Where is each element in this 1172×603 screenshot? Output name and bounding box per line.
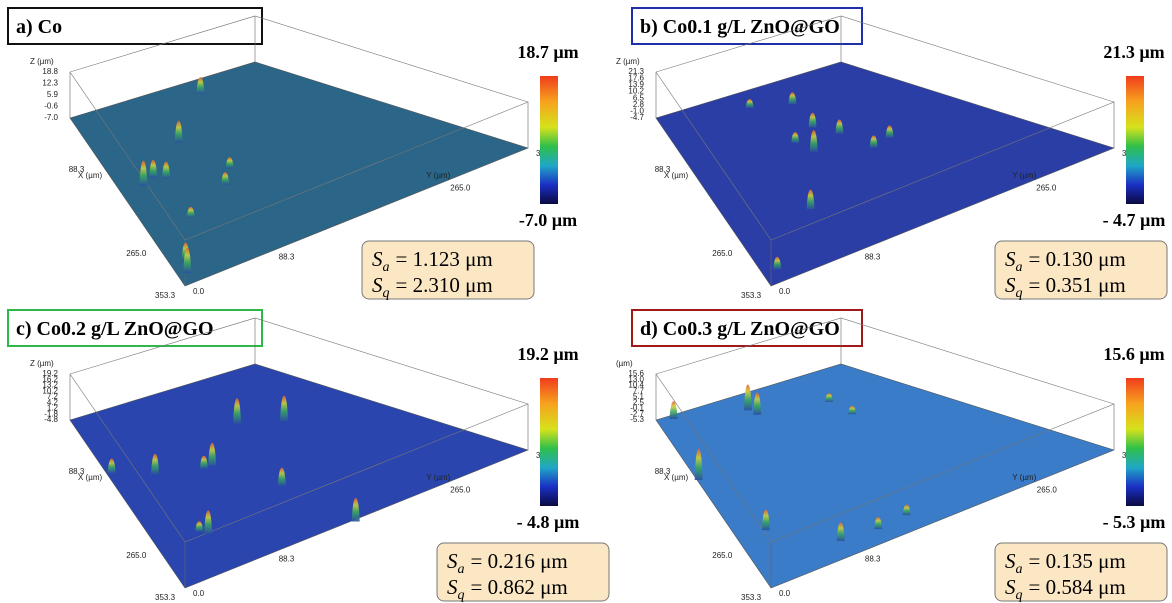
x-tick-label: 353.3 [741, 593, 762, 602]
z-tick-label: -0.6 [44, 102, 58, 111]
x-tick-label: 353.3 [155, 593, 176, 602]
y-tick-label: 88.3 [279, 555, 295, 564]
colorbar-min: -7.0 µm [519, 210, 577, 230]
colorbar [540, 378, 558, 506]
subscript: a [458, 562, 465, 577]
panel-label: b) Co0.1 g/L ZnO@GO [640, 16, 840, 38]
symbol: S [447, 575, 458, 599]
value: = 0.130 μm [1029, 247, 1126, 271]
value: = 1.123 μm [396, 247, 493, 271]
x-tick-label: 353.3 [155, 291, 176, 300]
symbol: S [1005, 575, 1016, 599]
y-axis-label: Y (µm) [426, 473, 450, 482]
z-tick-label: -4.8 [44, 415, 58, 424]
colorbar-max: 15.6 µm [1103, 344, 1164, 364]
colorbar [1126, 76, 1144, 204]
z-tick-label: 12.3 [42, 79, 58, 88]
value: = 0.862 μm [471, 575, 568, 599]
subscript: q [1016, 588, 1023, 603]
x-tick-label: 353.3 [741, 291, 762, 300]
y-tick-label: 0.0 [779, 589, 791, 598]
y-axis-label: Y (µm) [426, 171, 450, 180]
y-tick-label: 0.0 [193, 589, 205, 598]
subscript: a [383, 260, 390, 275]
y-tick-label: 88.3 [865, 554, 881, 563]
y-tick-label: 88.3 [865, 253, 881, 262]
z-axis-label: Z (µm) [30, 57, 54, 66]
subscript: q [458, 588, 465, 603]
x-axis-label: X (µm) [664, 171, 688, 180]
colorbar-min: - 4.8 µm [517, 512, 580, 532]
subscript: q [383, 286, 390, 301]
figure: a) CoZ (µm)18.812.35.9-0.6-7.088.3265.03… [0, 0, 1172, 603]
subscript: a [1016, 260, 1023, 275]
value: = 0.584 μm [1029, 575, 1126, 599]
y-axis-label: Y (µm) [1012, 171, 1036, 180]
symbol: S [1005, 273, 1016, 297]
y-tick-label: 265.0 [450, 485, 471, 494]
z-axis-label: Z (µm) [30, 359, 54, 368]
x-tick-label: 265.0 [126, 551, 147, 560]
value: = 0.135 μm [1029, 549, 1126, 573]
symbol: S [1005, 549, 1016, 573]
x-tick-label: 265.0 [712, 249, 733, 258]
z-tick-label: -4.7 [630, 113, 644, 122]
x-tick-label: 265.0 [126, 249, 147, 258]
value: = 2.310 μm [396, 273, 493, 297]
subscript: q [1016, 286, 1023, 301]
y-tick-label: 265.0 [1036, 183, 1057, 192]
colorbar-min: - 5.3 µm [1103, 512, 1166, 532]
y-axis-label: Y (µm) [1012, 473, 1036, 482]
z-tick-label: -7.0 [44, 113, 58, 122]
z-axis-label: Z (µm) [616, 57, 640, 66]
symbol: S [1005, 247, 1016, 271]
y-tick-label: 265.0 [450, 183, 471, 192]
panel-label: d) Co0.3 g/L ZnO@GO [640, 318, 840, 340]
z-axis-label: (µm) [616, 359, 633, 368]
panel: c) Co0.2 g/L ZnO@GOZ (µm)19.216.213.210.… [8, 310, 609, 603]
colorbar [540, 76, 558, 204]
z-tick-label: -5.3 [630, 415, 644, 424]
symbol: S [372, 273, 383, 297]
colorbar-min: - 4.7 µm [1103, 210, 1166, 230]
y-tick-label: 0.0 [779, 287, 791, 296]
colorbar [1126, 378, 1144, 506]
x-axis-label: X (µm) [664, 473, 688, 482]
z-tick-label: 18.8 [42, 67, 58, 76]
symbol: S [447, 549, 458, 573]
y-tick-label: 0.0 [193, 287, 205, 296]
colorbar-max: 21.3 µm [1103, 42, 1164, 62]
y-tick-label: 88.3 [279, 253, 295, 262]
y-tick-label: 265.0 [1037, 485, 1058, 494]
panel: b) Co0.1 g/L ZnO@GOZ (µm)21.317.613.910.… [616, 8, 1167, 301]
panel: d) Co0.3 g/L ZnO@GO(µm)15.613.010.47.75.… [616, 310, 1167, 603]
subscript: a [1016, 562, 1023, 577]
colorbar-max: 19.2 µm [517, 344, 578, 364]
x-axis-label: X (µm) [78, 171, 102, 180]
x-axis-label: X (µm) [78, 473, 102, 482]
z-tick-label: 5.9 [47, 90, 59, 99]
panel: a) Co Z (µm)18.8 12.3 5.9 -0.6 -7.0 88.3 265.0 3… [8, 8, 579, 301]
panel-label: a) Co [16, 16, 62, 38]
x-tick-label: 265.0 [712, 551, 733, 560]
value: = 0.351 μm [1029, 273, 1126, 297]
value: = 0.216 μm [471, 549, 568, 573]
panel-label: c) Co0.2 g/L ZnO@GO [16, 318, 214, 340]
colorbar-max: 18.7 µm [517, 42, 578, 62]
symbol: S [372, 247, 383, 271]
surface-peak [744, 384, 752, 410]
